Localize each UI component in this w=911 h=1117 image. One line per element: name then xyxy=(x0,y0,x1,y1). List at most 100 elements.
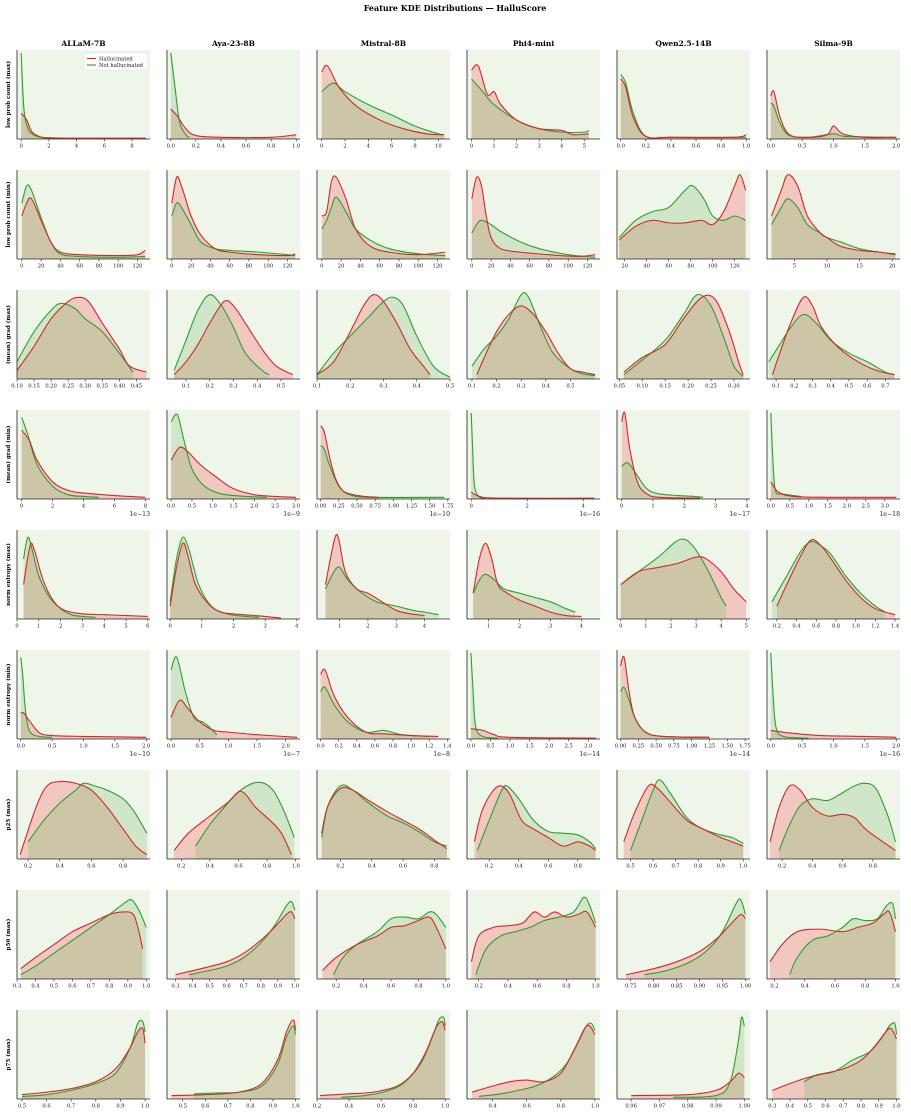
overlap-kde-area xyxy=(321,787,447,859)
overlap-kde-area xyxy=(23,543,96,619)
x-tick-label: 0.8 xyxy=(861,984,869,990)
not-hallucinated-kde-line xyxy=(320,686,430,737)
not-hallucinated-kde-line xyxy=(475,896,597,975)
x-tick-label: 3 xyxy=(549,624,552,630)
panel-background xyxy=(767,50,900,139)
overlap-kde-area xyxy=(619,185,746,259)
x-tick-label: 0.5 xyxy=(804,1104,812,1110)
panel-2-4: 0.05 0.10 0.15 0.20 0.25 0.30 xyxy=(614,290,750,390)
x-tick-label: 3.0 xyxy=(584,744,592,750)
hallucinated-kde-line xyxy=(170,446,296,498)
hallucinated-kde-line xyxy=(621,411,700,499)
x-tick-label: 1.5 xyxy=(253,744,261,750)
x-tick-label: 0.50 xyxy=(650,744,662,750)
hallucinated-kde-line xyxy=(771,296,895,376)
panel-4-5: 0.2 0.4 0.6 0.8 1.0 1.2 1.4 xyxy=(766,530,900,630)
x-tick-label: 0.8 xyxy=(869,864,877,870)
x-tick-label: 120 xyxy=(133,264,143,270)
x-tick-label: 0.7 xyxy=(839,1104,847,1110)
panel-background xyxy=(167,50,300,139)
x-tick-label: 0.8 xyxy=(263,864,271,870)
x-tick-label: 1.0 xyxy=(506,744,514,750)
hallucinated-kde-line xyxy=(770,90,897,139)
panel-5-0: 0.0 0.5 1.0 1.5 2.01e−10 xyxy=(16,650,150,758)
x-tick-label: 1.0 xyxy=(407,744,415,750)
not-hallucinated-kde-line xyxy=(23,536,96,618)
hallucinated-kde-line xyxy=(169,542,282,619)
not-hallucinated-kde-line xyxy=(768,313,895,376)
x-tick-label: 0.2 xyxy=(475,984,483,990)
x-tick-label: 5 xyxy=(124,624,127,630)
x-tick-label: 0.5 xyxy=(277,384,285,390)
overlap-kde-area xyxy=(644,914,746,979)
x-tick-label: 20 xyxy=(38,264,45,270)
x-tick-label: 1.75 xyxy=(442,504,454,510)
x-tick-label: 0.2 xyxy=(492,384,500,390)
x-tick-label: 0.25 xyxy=(62,384,74,390)
x-tick-label: 0.4 xyxy=(808,864,817,870)
hallucinated-kde-line xyxy=(631,1072,745,1097)
x-tick-label: 4 xyxy=(560,144,564,150)
x-tick-label: 2.0 xyxy=(142,744,150,750)
x-tick-label: 100 xyxy=(708,264,718,270)
x-tick-label: 10 xyxy=(435,144,442,150)
panel-background xyxy=(767,410,900,499)
x-tick-label: 0.10 xyxy=(636,384,648,390)
x-tick-label: 0.5 xyxy=(188,504,196,510)
x-axis-offset-label: 1e−17 xyxy=(729,511,750,518)
x-tick-label: 0.4 xyxy=(217,144,226,150)
x-tick-label: 0.2 xyxy=(313,1104,321,1110)
x-tick-label: 0.98 xyxy=(682,1104,694,1110)
x-tick-label: 0.2 xyxy=(790,384,798,390)
x-tick-label: 0.9 xyxy=(269,1104,277,1110)
x-tick-label: 0.3 xyxy=(229,384,237,390)
feature-label-mean-grad-max: (mean) grad (max) xyxy=(5,305,12,364)
hallucinated-kde-line xyxy=(618,174,747,241)
overlap-kde-area xyxy=(21,1027,146,1099)
x-tick-label: 2 xyxy=(59,624,62,630)
panel-3-4: 0 1 2 3 41e−17 xyxy=(616,410,750,518)
panel-5-5: 0.0 0.5 1.0 1.5 2.01e−16 xyxy=(766,650,900,758)
x-tick-label: 0.3 xyxy=(171,984,179,990)
x-tick-label: 6 xyxy=(390,144,393,150)
x-tick-label: 0.5 xyxy=(18,1104,26,1110)
panel-3-1: 0.0 0.5 1.0 1.5 2.0 2.5 3.01e−9 xyxy=(166,410,300,518)
x-tick-label: 0.6 xyxy=(242,144,250,150)
not-hallucinated-kde-line xyxy=(321,196,446,257)
x-tick-label: 0.96 xyxy=(625,1104,637,1110)
panel-7-1: 0.3 0.4 0.5 0.6 0.7 0.8 0.9 1.0 xyxy=(166,890,300,990)
x-tick-label: 0.90 xyxy=(694,984,706,990)
x-tick-label: 100 xyxy=(413,264,423,270)
x-tick-label: 3.0 xyxy=(881,504,889,510)
x-tick-label: 2 xyxy=(669,624,672,630)
panel-2-3: 0.1 0.2 0.3 0.4 0.5 xyxy=(466,290,600,390)
x-tick-label: 0.7 xyxy=(87,984,95,990)
x-tick-label: 80 xyxy=(546,264,553,270)
panel-background xyxy=(17,650,150,739)
not-hallucinated-kde-line xyxy=(623,293,744,377)
panel-6-4: 0.5 0.6 0.7 0.8 0.9 1.0 xyxy=(616,770,750,870)
x-tick-label: 0.97 xyxy=(654,1104,666,1110)
panel-background xyxy=(467,650,600,739)
x-tick-label: 1.0 xyxy=(442,984,450,990)
overlap-kde-area xyxy=(333,916,446,979)
hallucinated-kde-line xyxy=(476,305,596,376)
not-hallucinated-kde-line xyxy=(16,302,134,373)
hallucinated-kde-line xyxy=(16,296,147,373)
x-tick-label: 2 xyxy=(343,144,346,150)
hallucinated-kde-line xyxy=(620,78,747,139)
panel-7-5: 0.2 0.4 0.6 0.8 1.0 xyxy=(766,890,900,990)
x-tick-label: 0.75 xyxy=(625,984,637,990)
x-tick-label: 0.1 xyxy=(313,384,321,390)
panel-2-5: 0.1 0.2 0.3 0.4 0.5 0.6 0.7 xyxy=(766,290,900,390)
panel-0-3: 0 1 2 3 4 5 xyxy=(466,50,600,150)
x-tick-label: 0.0 xyxy=(617,144,625,150)
x-tick-label: 0.0 xyxy=(167,504,175,510)
x-tick-label: 120 xyxy=(730,264,740,270)
overlap-kde-area xyxy=(21,113,63,139)
overlap-kde-area xyxy=(194,1025,296,1099)
overlap-kde-area xyxy=(471,220,596,259)
x-axis-offset-label: 1e−14 xyxy=(729,751,750,758)
not-hallucinated-kde-line xyxy=(478,1022,596,1097)
